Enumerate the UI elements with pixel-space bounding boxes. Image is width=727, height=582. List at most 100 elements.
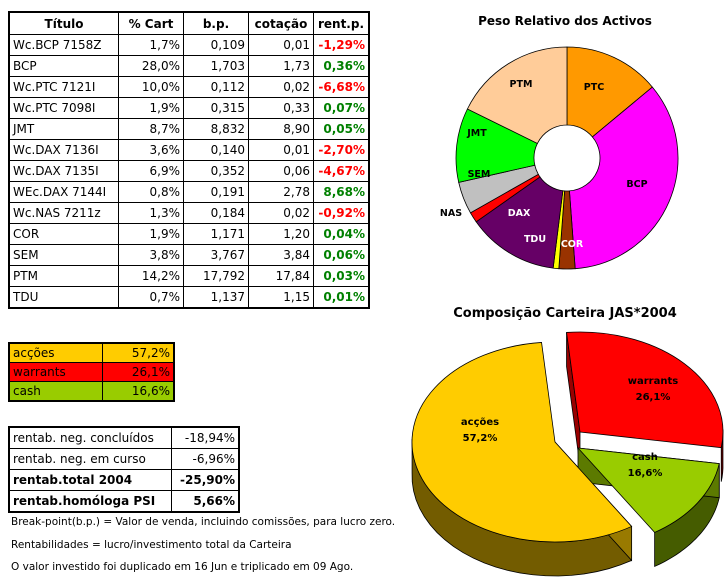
returns-value: -18,94% — [170, 426, 240, 449]
cell-cart: 0,8% — [118, 181, 184, 203]
allocation-label: acções — [8, 342, 104, 363]
donut-label-sem: SEM — [468, 169, 491, 180]
cell-bp: 1,137 — [183, 286, 249, 309]
table-header-row: Título % Cart b.p. cotação rent.p. — [8, 11, 370, 35]
cell-cart: 1,9% — [118, 97, 184, 119]
asset-weight-donut-chart: PTC BCP COR TDU DAX NAS SEM JMT PTM — [440, 46, 679, 270]
cell-titulo: SEM — [8, 244, 119, 266]
returns-row: rentab.homóloga PSI 5,66% — [8, 490, 240, 513]
returns-row: rentab.total 2004 -25,90% — [8, 469, 240, 491]
cell-rent: -2,70% — [313, 139, 370, 161]
table-row: SEM 3,8% 3,767 3,84 0,06% — [8, 244, 370, 266]
cell-bp: 0,112 — [183, 76, 249, 98]
donut-label-jmt: JMT — [466, 128, 487, 139]
allocation-row: acções 57,2% — [8, 342, 175, 363]
cell-rent: -6,68% — [313, 76, 370, 98]
cell-cart: 1,9% — [118, 223, 184, 245]
table-row: Wc.DAX 7136I 3,6% 0,140 0,01 -2,70% — [8, 139, 370, 161]
cell-bp: 1,171 — [183, 223, 249, 245]
allocation-label: warrants — [8, 362, 104, 382]
returns-label: rentab.total 2004 — [8, 469, 172, 491]
header-titulo: Título — [8, 11, 119, 35]
pie3d-value-acções: 57,2% — [463, 433, 498, 444]
cell-bp: 0,315 — [183, 97, 249, 119]
cell-rent: 0,03% — [313, 265, 370, 287]
portfolio-composition-pie-chart: acções 57,2% warrants 26,1% cash 16,6% — [411, 331, 724, 577]
cell-cotacao: 2,78 — [248, 181, 314, 203]
allocation-table: acções 57,2% warrants 26,1% cash 16,6% — [8, 342, 175, 402]
donut-slice-dax — [475, 176, 564, 269]
cell-cotacao: 0,02 — [248, 76, 314, 98]
table-row: Wc.PTC 7121I 10,0% 0,112 0,02 -6,68% — [8, 76, 370, 98]
note-investimento: O valor investido foi duplicado em 16 Ju… — [11, 561, 354, 573]
pie3d-value-warrants: 26,1% — [636, 392, 671, 403]
returns-label: rentab. neg. concluídos — [8, 426, 172, 449]
returns-row: rentab. neg. concluídos -18,94% — [8, 426, 240, 449]
returns-label: rentab. neg. em curso — [8, 448, 172, 470]
cell-rent: 0,06% — [313, 244, 370, 266]
header-cotacao: cotação — [248, 11, 314, 35]
table-row: Wc.PTC 7098I 1,9% 0,315 0,33 0,07% — [8, 97, 370, 119]
cell-titulo: Wc.DAX 7135I — [8, 160, 119, 182]
cell-cotacao: 0,01 — [248, 139, 314, 161]
cell-titulo: Wc.BCP 7158Z — [8, 34, 119, 56]
note-rentabilidades: Rentabilidades = lucro/investimento tota… — [11, 539, 292, 551]
cell-rent: 8,68% — [313, 181, 370, 203]
returns-value: -25,90% — [170, 469, 240, 491]
cell-bp: 0,352 — [183, 160, 249, 182]
table-row: PTM 14,2% 17,792 17,84 0,03% — [8, 265, 370, 287]
table-row: JMT 8,7% 8,832 8,90 0,05% — [8, 118, 370, 140]
donut-slice-ptc — [566, 46, 653, 138]
cell-rent: 0,36% — [313, 55, 370, 77]
table-row: BCP 28,0% 1,703 1,73 0,36% — [8, 55, 370, 77]
cell-bp: 17,792 — [183, 265, 249, 287]
returns-value: -6,96% — [170, 448, 240, 470]
allocation-row: cash 16,6% — [8, 381, 175, 402]
donut-slice-bcp — [569, 86, 679, 270]
donut-slice-ptm — [466, 46, 568, 144]
cell-cart: 8,7% — [118, 118, 184, 140]
pie3d-slice-acções — [411, 342, 633, 543]
donut-label-tdu: TDU — [524, 234, 546, 245]
cell-rent: 0,07% — [313, 97, 370, 119]
note-breakpoint: Break-point(b.p.) = Valor de venda, incl… — [11, 516, 396, 528]
cell-cotacao: 0,06 — [248, 160, 314, 182]
cell-titulo: WEc.DAX 7144I — [8, 181, 119, 203]
cell-cotacao: 1,20 — [248, 223, 314, 245]
cell-bp: 0,184 — [183, 202, 249, 224]
donut-label-nas: NAS — [440, 208, 462, 219]
donut-label-ptc: PTC — [584, 82, 604, 93]
cell-rent: 0,05% — [313, 118, 370, 140]
cell-cart: 3,6% — [118, 139, 184, 161]
cell-cart: 1,3% — [118, 202, 184, 224]
cell-titulo: Wc.PTC 7121I — [8, 76, 119, 98]
cell-bp: 3,767 — [183, 244, 249, 266]
cell-titulo: COR — [8, 223, 119, 245]
cell-cart: 6,9% — [118, 160, 184, 182]
allocation-value: 57,2% — [102, 342, 175, 363]
cell-cotacao: 0,02 — [248, 202, 314, 224]
cell-cotacao: 3,84 — [248, 244, 314, 266]
cell-bp: 0,191 — [183, 181, 249, 203]
chart2-title: Composição Carteira JAS*2004 — [453, 306, 677, 321]
allocation-value: 26,1% — [102, 362, 175, 382]
cell-cotacao: 0,33 — [248, 97, 314, 119]
cell-cart: 1,7% — [118, 34, 184, 56]
cell-cotacao: 1,73 — [248, 55, 314, 77]
cell-rent: -4,67% — [313, 160, 370, 182]
pie3d-slice-cash — [576, 447, 720, 533]
cell-cotacao: 0,01 — [248, 34, 314, 56]
header-bp: b.p. — [183, 11, 249, 35]
header-rent: rent.p. — [313, 11, 370, 35]
cell-cart: 0,7% — [118, 286, 184, 309]
table-row: Wc.BCP 7158Z 1,7% 0,109 0,01 -1,29% — [8, 34, 370, 56]
table-row: Wc.DAX 7135I 6,9% 0,352 0,06 -4,67% — [8, 160, 370, 182]
cell-titulo: Wc.NAS 7211z — [8, 202, 119, 224]
cell-rent: -0,92% — [313, 202, 370, 224]
cell-cart: 14,2% — [118, 265, 184, 287]
returns-label: rentab.homóloga PSI — [8, 490, 172, 513]
table-row: TDU 0,7% 1,137 1,15 0,01% — [8, 286, 370, 309]
pie3d-label-warrants: warrants — [628, 376, 678, 387]
cell-titulo: TDU — [8, 286, 119, 309]
donut-label-ptm: PTM — [510, 79, 533, 90]
